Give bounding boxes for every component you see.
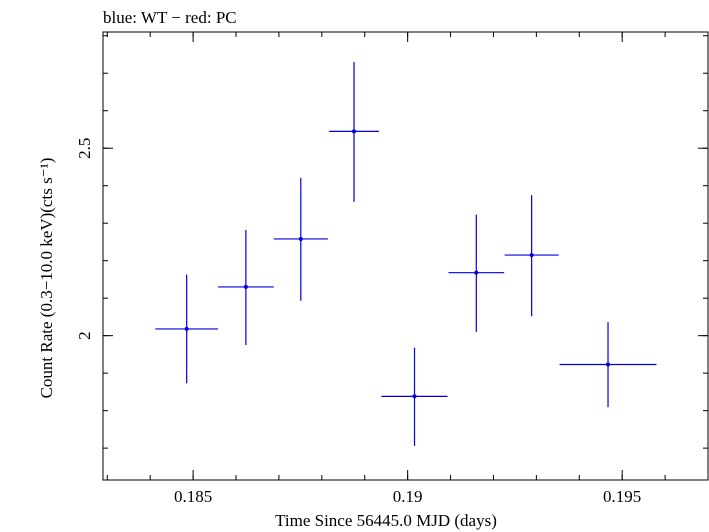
plot-frame xyxy=(102,31,709,481)
data-point xyxy=(329,61,379,202)
data-points xyxy=(155,61,657,446)
point-marker xyxy=(298,236,303,241)
point-marker xyxy=(184,326,189,331)
y-axis-label: Count Rate (0.3−10.0 keV)(cts s⁻¹) xyxy=(37,158,56,399)
point-marker xyxy=(529,253,534,258)
minor-ticks xyxy=(103,32,709,480)
y-tick-label: 2.5 xyxy=(75,138,94,159)
point-marker xyxy=(352,129,357,134)
data-point xyxy=(273,177,328,301)
data-point xyxy=(155,274,218,384)
data-point xyxy=(217,229,274,346)
data-point xyxy=(381,347,448,446)
chart-title: blue: WT − red: PC xyxy=(103,8,237,27)
point-marker xyxy=(606,362,611,367)
point-marker xyxy=(474,270,479,275)
data-point xyxy=(448,214,505,332)
data-point xyxy=(504,195,559,317)
y-tick-label: 2 xyxy=(75,331,94,340)
x-axis-ticks: 0.185 0.19 0.195 xyxy=(174,32,641,506)
x-axis-label: Time Since 56445.0 MJD (days) xyxy=(275,511,497,530)
point-marker xyxy=(412,394,417,399)
point-marker xyxy=(243,284,248,289)
data-point xyxy=(559,322,657,408)
x-tick-label: 0.19 xyxy=(393,487,423,506)
x-tick-label: 0.185 xyxy=(174,487,212,506)
y-axis-ticks: 22.5 xyxy=(75,138,708,340)
x-tick-label: 0.195 xyxy=(603,487,641,506)
